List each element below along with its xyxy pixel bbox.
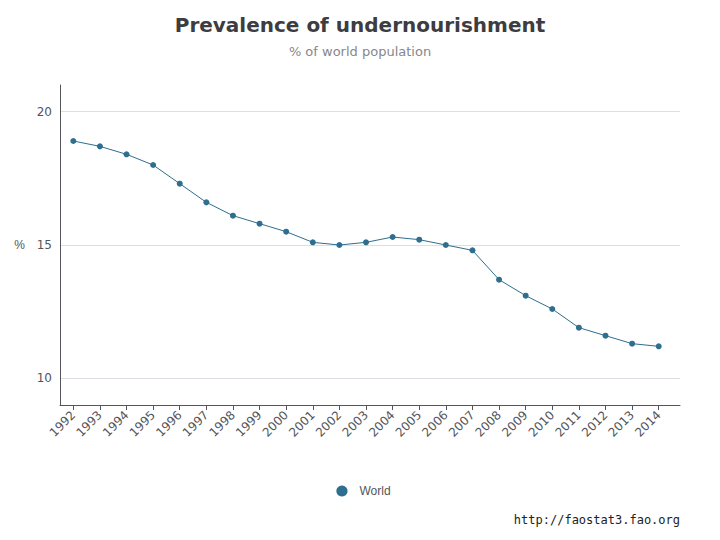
svg-text:2014: 2014 [632,408,663,439]
svg-text:10: 10 [37,371,52,385]
svg-text:1999: 1999 [233,408,264,439]
svg-text:2009: 2009 [499,408,530,439]
svg-text:% of world population: % of world population [289,44,431,59]
svg-text:1993: 1993 [73,408,104,439]
svg-text:2013: 2013 [606,408,637,439]
svg-text:1997: 1997 [180,408,211,439]
svg-text:World: World [359,484,390,498]
svg-text:2000: 2000 [260,408,291,439]
svg-text:http://faostat3.fao.org: http://faostat3.fao.org [514,513,680,527]
svg-text:2001: 2001 [286,408,317,439]
svg-text:2002: 2002 [313,408,344,439]
svg-text:2007: 2007 [446,408,477,439]
svg-text:2006: 2006 [419,408,450,439]
svg-text:2011: 2011 [552,408,583,439]
svg-text:1992: 1992 [47,408,78,439]
svg-text:2010: 2010 [526,408,557,439]
svg-text:20: 20 [37,105,52,119]
svg-text:1996: 1996 [153,408,184,439]
svg-text:1994: 1994 [100,408,131,439]
svg-text:2005: 2005 [393,408,424,439]
svg-text:2008: 2008 [473,408,504,439]
svg-text:1998: 1998 [206,408,237,439]
svg-text:%: % [14,238,25,252]
svg-text:2003: 2003 [339,408,370,439]
svg-text:15: 15 [37,238,52,252]
svg-text:2012: 2012 [579,408,610,439]
svg-text:1995: 1995 [127,408,158,439]
svg-text:2004: 2004 [366,408,397,439]
svg-text:Prevalence of undernourishment: Prevalence of undernourishment [175,13,546,37]
